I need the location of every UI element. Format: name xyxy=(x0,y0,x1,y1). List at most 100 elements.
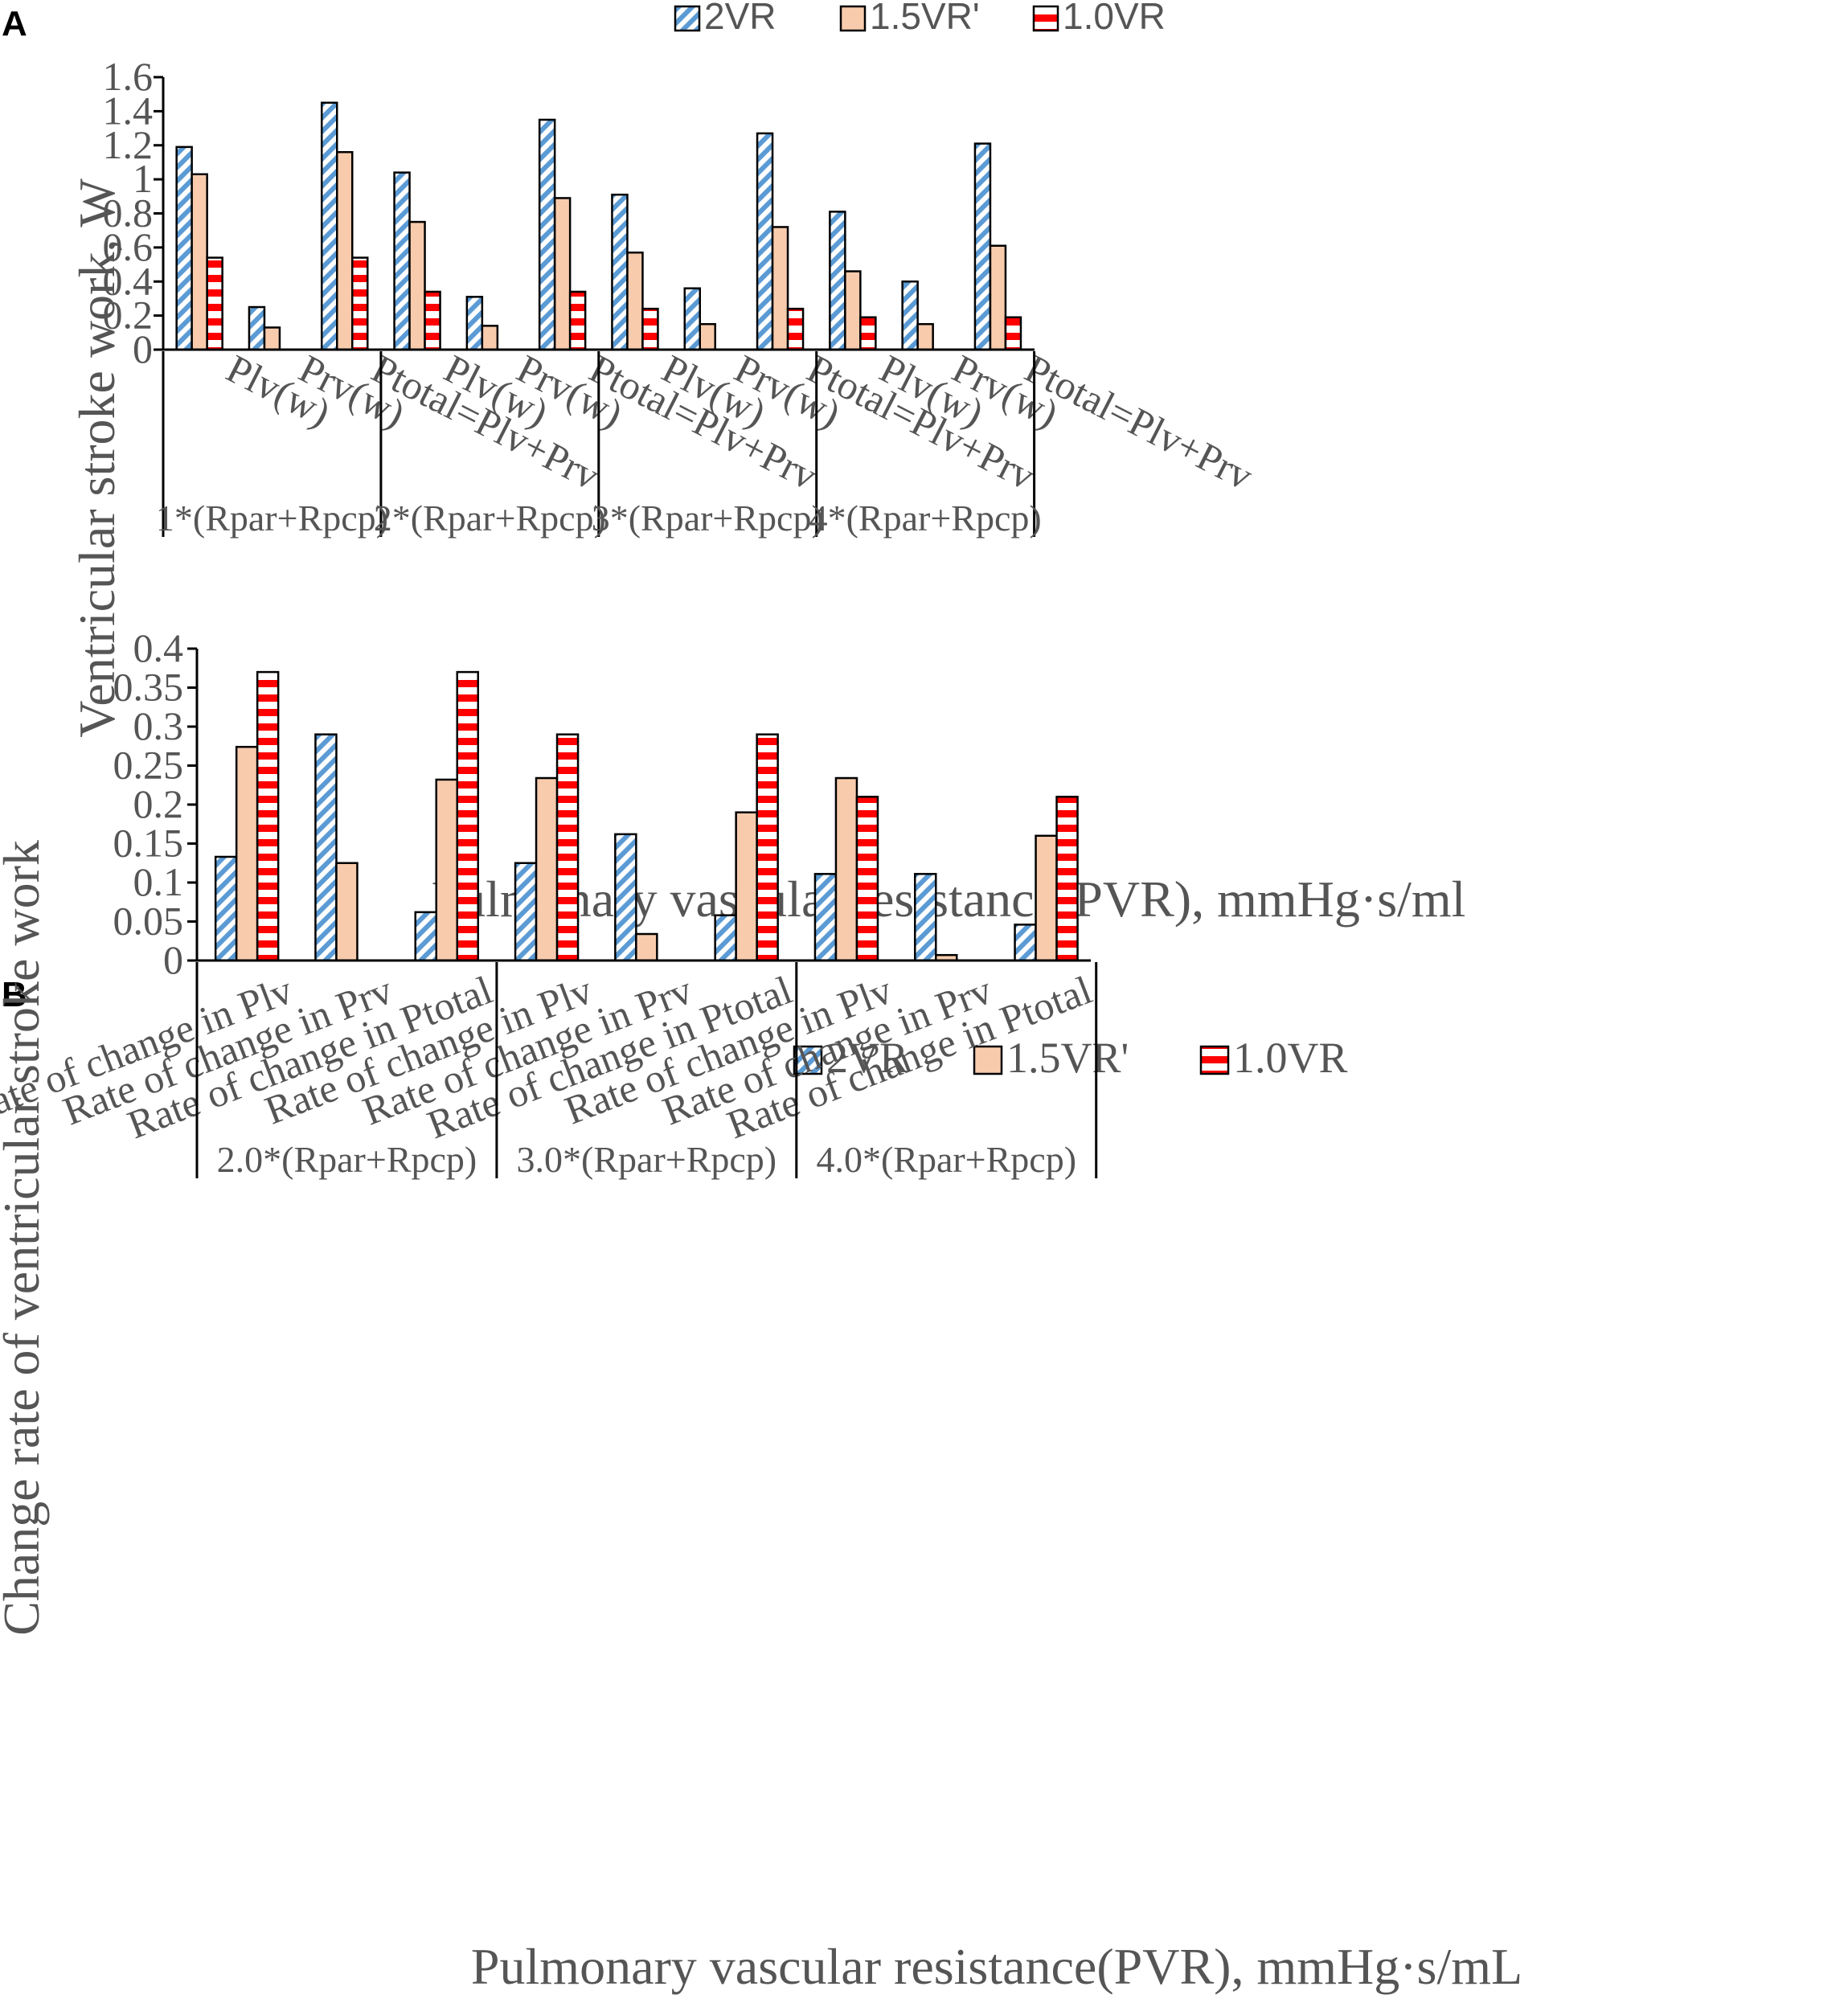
bar-1-0vr-3 xyxy=(456,670,479,962)
y-axis-title-b-line1: Change rate of ventricular stroke work xyxy=(0,840,50,1636)
bar-1-5vr-2 xyxy=(263,326,281,351)
legend-a: 2VR 1.5VR' 1.0VR xyxy=(674,0,1166,37)
chart-a: 2VR 1.5VR' 1.0VR 00.20.40.60.811.21.41.6 P… xyxy=(68,0,1465,928)
bar-2vr-7 xyxy=(813,873,838,962)
y-tick-label: 0.25 xyxy=(113,743,184,788)
legend-label-1-0vr: 1.0VR xyxy=(1063,0,1166,37)
group-label: 4.0*(Rpar+Rpcp) xyxy=(816,1139,1076,1180)
bar-1-5vr-1 xyxy=(191,173,208,351)
group-label: 4*(Rpar+Rpcp) xyxy=(809,498,1042,539)
bar-1-5vr-1 xyxy=(235,745,259,962)
legend-label-1-0vr: 1.0VR xyxy=(1233,1034,1348,1082)
bar-1-5vr-3 xyxy=(336,150,354,351)
legend-swatch-2vr xyxy=(674,5,701,32)
bar-2vr-6 xyxy=(538,118,556,351)
legend-swatch-2vr xyxy=(793,1045,823,1075)
bar-1-5vr-5 xyxy=(635,932,658,962)
y-tick-label: 0.8 xyxy=(103,190,154,236)
legend-label-1-5vr: 1.5VR' xyxy=(870,0,980,37)
bar-2vr-7 xyxy=(611,193,629,351)
bar-2vr-9 xyxy=(756,132,774,351)
legend-label-2vr: 2VR xyxy=(704,0,776,37)
bar-2vr-3 xyxy=(414,911,437,962)
bar-1-5vr-7 xyxy=(626,251,644,351)
y-tick-label: 0.05 xyxy=(113,899,184,944)
bar-2vr-11 xyxy=(901,281,919,351)
y-tick-label: 0 xyxy=(133,326,153,371)
bar-1-5vr-6 xyxy=(553,197,572,351)
bar-1-0vr-6 xyxy=(756,733,779,962)
group-label: 2.0*(Rpar+Rpcp) xyxy=(217,1139,477,1180)
bar-1-5vr-3 xyxy=(435,778,458,962)
bar-2vr-9 xyxy=(1014,924,1037,962)
legend-b: 2VR 1.5VR' 1.0VR xyxy=(793,1034,1348,1082)
y-tick-label: 0.2 xyxy=(103,293,154,338)
x-axis-title-a: Pulmonary vascular resistance(PVR), mmHg… xyxy=(432,870,1466,928)
bar-1-5vr-10 xyxy=(844,270,862,351)
category-labels-a: Plv(w)Prv(w)Ptotal=Plv+PrvPlv(w)Prv(w)Pt… xyxy=(219,346,1260,498)
bar-1-5vr-12 xyxy=(989,244,1007,351)
bar-2vr-5 xyxy=(465,296,484,351)
y-tick-label: 0.4 xyxy=(133,625,184,670)
bar-1-5vr-2 xyxy=(335,862,359,962)
group-label: 2*(Rpar+Rpcp) xyxy=(374,498,606,539)
bar-1-0vr-1 xyxy=(256,670,280,962)
group-label: 1*(Rpar+Rpcp) xyxy=(156,498,388,539)
y-tick-label: 0.15 xyxy=(113,821,184,866)
y-ticks-b: 00.050.10.150.20.250.30.350.4 xyxy=(113,625,197,982)
legend-swatch-1-0vr xyxy=(1199,1045,1230,1075)
group-labels-b: 2.0*(Rpar+Rpcp) 3.0*(Rpar+Rpcp) 4.0*(Rpar+… xyxy=(195,962,1098,1180)
bar-1-5vr-8 xyxy=(699,322,716,351)
bar-2vr-5 xyxy=(614,833,637,962)
bar-2vr-4 xyxy=(514,862,538,962)
panel-label-a: A xyxy=(2,4,27,43)
bar-1-0vr-4 xyxy=(555,733,580,962)
bar-1-0vr-12 xyxy=(1004,316,1022,351)
bar-1-5vr-11 xyxy=(916,322,934,351)
bar-2vr-2 xyxy=(314,733,338,962)
legend-swatch-1-5vr xyxy=(973,1045,1003,1075)
bars-b xyxy=(214,670,1079,962)
y-tick-label: 0.6 xyxy=(103,224,154,269)
bars-a xyxy=(175,101,1022,351)
y-tick-label: 0.4 xyxy=(103,258,154,303)
bar-1-0vr-9 xyxy=(1055,796,1079,962)
y-ticks-a: 00.20.40.60.811.21.41.6 xyxy=(103,54,163,371)
bar-1-5vr-9 xyxy=(1035,834,1058,962)
bar-2vr-2 xyxy=(248,305,266,351)
bar-2vr-10 xyxy=(829,211,846,351)
bar-2vr-1 xyxy=(175,145,193,351)
bar-2vr-4 xyxy=(393,171,411,351)
bar-2vr-3 xyxy=(321,101,338,351)
bar-1-0vr-3 xyxy=(351,256,369,351)
legend-label-1-5vr: 1.5VR' xyxy=(1006,1034,1129,1082)
category-label: Ptotal=Plv+Prv xyxy=(1018,346,1260,498)
bar-1-0vr-7 xyxy=(855,796,879,962)
y-axis-title-a: Ventricular stroke work, W xyxy=(68,178,125,738)
bar-2vr-8 xyxy=(914,873,937,962)
legend-label-2vr: 2VR xyxy=(826,1034,908,1082)
y-tick-label: 0.3 xyxy=(133,703,184,748)
bar-1-5vr-4 xyxy=(535,776,559,962)
y-tick-label: 1.6 xyxy=(103,54,154,99)
bar-1-0vr-7 xyxy=(641,307,659,351)
x-axis-title-b: Pulmonary vascular resistance(PVR), mmHg… xyxy=(471,1938,1522,1995)
bar-1-0vr-10 xyxy=(859,316,877,351)
bar-2vr-1 xyxy=(214,855,238,962)
y-tick-label: 0.35 xyxy=(113,665,184,710)
chart-b: 2VR 1.5VR' 1.0VR 00.050.10.150.20.250.30.3… xyxy=(0,625,1522,1995)
y-tick-label: 1.4 xyxy=(103,88,154,133)
panel-label-b: B xyxy=(2,975,27,1014)
bar-1-5vr-5 xyxy=(481,325,499,351)
y-tick-label: 0 xyxy=(163,937,183,982)
bar-1-5vr-6 xyxy=(735,811,758,962)
bar-2vr-12 xyxy=(973,142,992,351)
bar-1-5vr-4 xyxy=(408,220,426,351)
y-tick-label: 0.1 xyxy=(133,859,184,904)
bar-1-5vr-7 xyxy=(834,776,858,962)
group-label: 3.0*(Rpar+Rpcp) xyxy=(517,1139,777,1180)
y-tick-label: 1 xyxy=(133,156,153,201)
bar-1-0vr-9 xyxy=(786,307,805,351)
